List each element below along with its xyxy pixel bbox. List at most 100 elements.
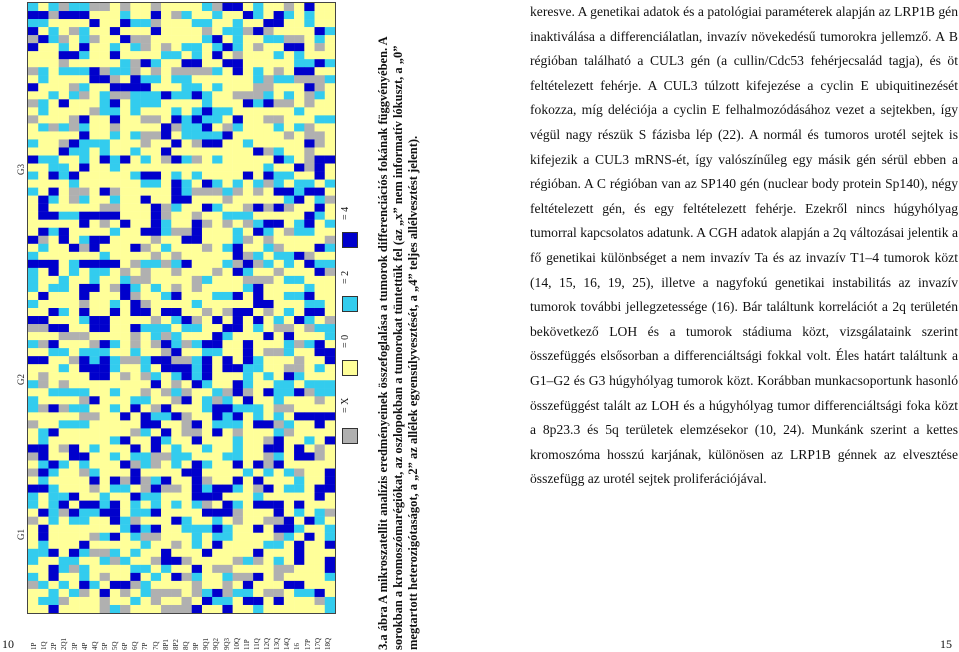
heatmap-cell [99,500,111,509]
heatmap-cell [150,500,162,509]
heatmap-cell [130,356,141,365]
heatmap-cell [222,243,233,253]
heatmap-cell [28,243,39,253]
heatmap-cell [232,155,244,164]
heatmap-cell [222,219,233,228]
heatmap-cell [324,3,335,12]
heatmap-cell [79,75,90,84]
heatmap-cell [130,524,141,533]
heatmap-cell [253,516,264,525]
group-label-g1: G1 [16,529,26,540]
heatmap-cell [201,492,213,501]
heatmap-cell [181,516,192,525]
heatmap-cell [263,291,274,301]
heatmap-cell [263,388,274,397]
heatmap-cell [161,243,172,253]
heatmap-cell [120,364,131,373]
heatmap-cell [201,187,213,196]
heatmap-cell [28,348,39,357]
heatmap-cell [263,211,274,220]
heatmap-cell [130,163,141,172]
heatmap-cell [324,340,335,349]
heatmap-cell [48,75,59,84]
heatmap-cell [99,11,111,20]
heatmap-cell [253,195,264,204]
heatmap-cell [222,516,233,525]
heatmap-cell [38,75,49,84]
heatmap-cell [120,99,131,108]
heatmap-cell [48,548,59,558]
heatmap-cell [99,179,111,188]
heatmap-cell [38,588,49,598]
heatmap-cell [273,155,285,164]
heatmap-cell [161,500,172,509]
heatmap-cell [314,428,325,437]
heatmap-cell [222,107,233,116]
heatmap-cell [324,67,335,76]
heatmap-cell [212,524,223,533]
heatmap-cell [28,227,39,236]
heatmap-cell [201,275,213,285]
heatmap-cell [38,348,49,357]
heatmap-cell [181,388,192,397]
heatmap-cell [273,211,285,220]
heatmap-cell [181,444,192,453]
heatmap-cell [120,299,131,309]
heatmap-cell [68,67,80,76]
heatmap-cell [191,259,203,269]
heatmap-cell [232,516,244,525]
heatmap-cell [161,99,172,108]
heatmap-cell [263,332,274,341]
heatmap-cell [232,227,244,236]
heatmap-cell [68,388,80,397]
heatmap-cell [161,564,172,574]
heatmap-cell [120,548,131,558]
heatmap-cell [38,115,49,124]
heatmap-cell [68,604,80,613]
heatmap-cell [89,604,100,613]
heatmap-cell [28,3,39,12]
heatmap-cell [150,131,162,140]
heatmap-cell [314,155,325,164]
heatmap-cell [294,51,305,60]
heatmap-cell [201,11,213,20]
caption-line-2: sorokban a kromoszómarégiókat, az oszlop… [391,45,405,650]
heatmap-cell [58,508,70,517]
heatmap-cell [294,99,305,108]
heatmap-cell [253,420,264,429]
heatmap-cell [273,572,285,582]
heatmap-cell [109,187,121,196]
heatmap-cell [304,283,315,293]
heatmap-cell [130,532,141,541]
heatmap-cell [120,500,131,509]
heatmap-cell [130,11,141,20]
heatmap-cell [58,27,70,36]
heatmap-cell [109,259,121,269]
heatmap-cell [212,388,223,397]
heatmap-cell [150,283,162,293]
heatmap-cell [68,107,80,116]
heatmap-cell [171,508,182,517]
heatmap-cell [263,468,274,477]
heatmap-cell [28,19,39,28]
heatmap-cell [212,267,223,277]
heatmap-cell [89,275,100,285]
heatmap-cell [109,291,121,301]
heatmap-cell [79,251,90,261]
heatmap-cell [150,604,162,613]
heatmap-cell [161,580,172,590]
heatmap-cell [171,115,182,124]
heatmap-cell [232,508,244,517]
heatmap-cell [68,187,80,196]
heatmap-cell [273,340,285,349]
heatmap-cell [89,412,100,421]
heatmap-cell [273,99,285,108]
heatmap-cell [130,115,141,124]
heatmap-cell [68,59,80,68]
heatmap-cell [324,99,335,108]
heatmap-cell [304,316,315,325]
heatmap-cell [79,243,90,253]
heatmap-cell [28,396,39,405]
heatmap-cell [79,3,90,12]
heatmap-cell [150,388,162,397]
